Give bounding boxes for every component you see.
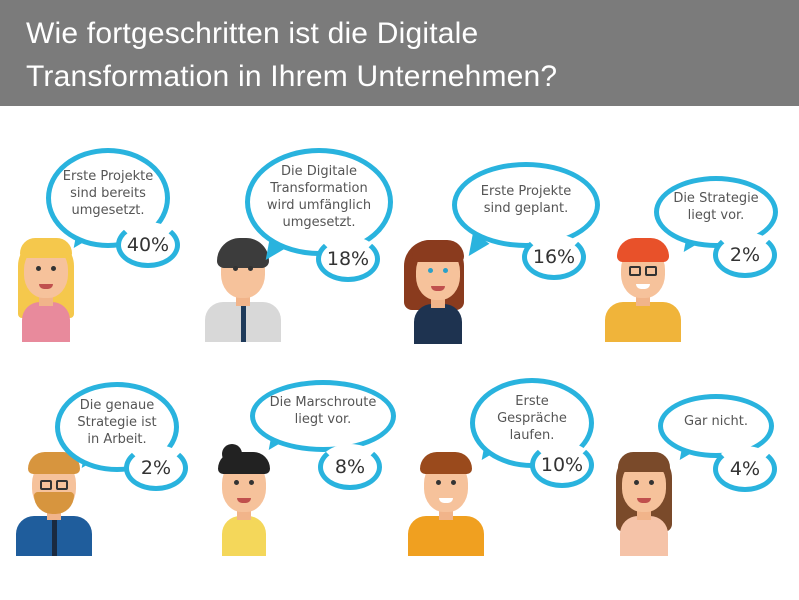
figure-part	[645, 266, 657, 276]
figure-part	[431, 286, 445, 291]
figure-part	[412, 240, 464, 262]
figure-part	[222, 444, 242, 464]
figure-part	[414, 304, 462, 344]
percentage-value: 18%	[326, 248, 370, 270]
percentage-value: 2%	[140, 457, 172, 479]
percentage-value: 2%	[729, 244, 761, 266]
figure-part	[436, 480, 441, 485]
figure-part	[249, 480, 254, 485]
figure-part	[420, 452, 472, 474]
percentage-bubble: 8%	[318, 444, 382, 490]
person-young-man	[406, 446, 486, 556]
speech-bubble: Die Digitale Transformation wird umfängl…	[245, 148, 393, 256]
figure-part	[443, 268, 448, 273]
figure-part	[56, 480, 68, 490]
figure-part	[629, 266, 641, 276]
figure-part	[636, 284, 650, 289]
figure-part	[28, 452, 80, 474]
figure-part	[617, 238, 669, 262]
figure-part	[605, 302, 681, 342]
speech-bubble: Die Marschroute liegt vor.	[250, 380, 396, 452]
person-brunette-woman	[398, 234, 478, 344]
percentage-bubble: 40%	[116, 222, 180, 268]
percentage-bubble: 4%	[713, 446, 777, 492]
figure-part	[51, 266, 56, 271]
page-title: Wie fortgeschritten ist die Digitale Tra…	[26, 12, 557, 98]
title-line-2: Transformation in Ihrem Unternehmen?	[26, 60, 558, 93]
figure-part	[40, 480, 52, 490]
answer-text: Erste Projekte sind geplant.	[480, 184, 572, 216]
figure-part	[618, 452, 670, 472]
person-man-tie	[203, 232, 283, 342]
figure-part	[620, 516, 668, 556]
percentage-value: 16%	[532, 246, 576, 268]
person-redhead-man-glasses	[603, 232, 683, 342]
figure-part	[234, 480, 239, 485]
percentage-value: 40%	[126, 234, 170, 256]
figure-part	[34, 492, 74, 514]
percentage-bubble: 16%	[522, 234, 586, 280]
percentage-value: 8%	[334, 456, 366, 478]
figure-part	[20, 238, 72, 258]
figure-part	[222, 516, 266, 556]
figure-part	[428, 268, 433, 273]
person-bearded-man	[14, 446, 94, 556]
figure-part	[241, 306, 246, 342]
figure-part	[634, 480, 639, 485]
answer-text: Die genaue Strategie ist in Arbeit.	[77, 397, 157, 447]
header-banner: Wie fortgeschritten ist die Digitale Tra…	[0, 0, 799, 106]
answer-text: Erste Projekte sind bereits umgesetzt.	[62, 168, 154, 218]
percentage-bubble: 18%	[316, 236, 380, 282]
figure-part	[637, 498, 651, 503]
person-blonde-woman	[6, 232, 86, 342]
answer-text: Die Digitale Transformation wird umfängl…	[266, 164, 372, 230]
figure-part	[22, 302, 70, 342]
figure-part	[408, 516, 484, 556]
figure-part	[39, 284, 53, 289]
answer-text: Gar nicht.	[684, 413, 748, 429]
percentage-value: 10%	[540, 454, 584, 476]
percentage-bubble: 2%	[713, 232, 777, 278]
answer-text: Die Marschroute liegt vor.	[269, 395, 377, 427]
figure-part	[237, 498, 251, 503]
figure-part	[649, 480, 654, 485]
answer-text: Die Strategie liegt vor.	[673, 191, 759, 223]
title-line-1: Wie fortgeschritten ist die Digitale	[26, 17, 479, 50]
figure-part	[36, 266, 41, 271]
speech-bubble: Gar nicht.	[658, 394, 774, 458]
person-woman-bun	[204, 444, 284, 556]
figure-part	[217, 238, 269, 268]
figure-part	[233, 266, 238, 271]
person-long-hair-woman	[604, 446, 684, 556]
figure-part	[451, 480, 456, 485]
figure-part	[439, 498, 453, 503]
percentage-bubble: 10%	[530, 442, 594, 488]
percentage-value: 4%	[729, 458, 761, 480]
speech-bubble: Erste Projekte sind geplant.	[452, 162, 600, 248]
percentage-bubble: 2%	[124, 445, 188, 491]
figure-part	[248, 266, 253, 271]
figure-part	[52, 520, 57, 556]
answer-text: Erste Gespräche laufen.	[497, 393, 567, 443]
